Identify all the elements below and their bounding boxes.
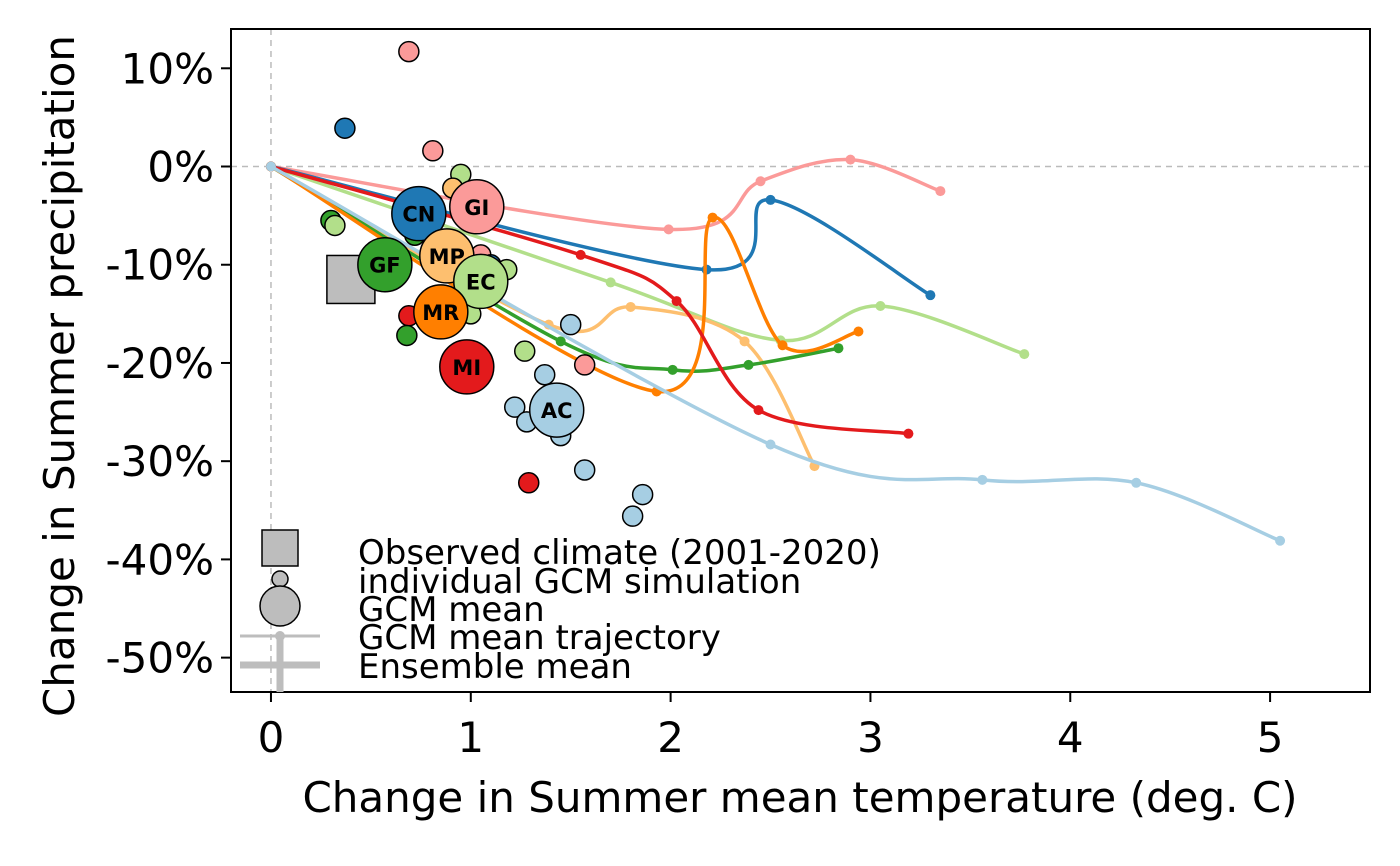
trajectory-point	[925, 290, 936, 301]
trajectory-point	[1275, 535, 1286, 546]
trajectory-point	[663, 224, 674, 235]
gcm-mean-label: EC	[466, 270, 496, 294]
legend-ensemble-label: Ensemble mean	[358, 647, 632, 687]
gcm-mean-label: CN	[402, 203, 435, 227]
simulation-point	[533, 363, 556, 386]
reference-lines	[231, 29, 1370, 692]
gcm-mean-cn	[391, 185, 447, 242]
simulation-point	[398, 40, 420, 63]
trajectory-line-mp	[270, 164, 817, 467]
simulation-point	[422, 140, 444, 162]
y-tick-label: -10%	[105, 241, 214, 290]
x-axis-title: Change in Summer mean temperature (deg. …	[302, 773, 1297, 822]
simulation-point	[513, 340, 536, 362]
trajectory-point	[853, 326, 864, 337]
trajectory-point	[667, 364, 678, 375]
trajectory-point	[625, 301, 636, 312]
x-tick-label: 2	[657, 713, 684, 762]
trajectory-point	[777, 340, 788, 351]
legend-trajectory-label: GCM mean trajectory	[358, 618, 721, 658]
trajectory-point	[977, 474, 988, 485]
trajectory-point	[833, 343, 844, 354]
trajectory-point	[1019, 349, 1030, 360]
gcm-mean-gf	[357, 236, 413, 293]
gcm-mean-ec	[453, 253, 509, 310]
x-tick-label: 4	[1057, 713, 1084, 762]
simulation-point	[573, 459, 596, 481]
trajectory-point	[605, 277, 616, 288]
trajectory-point	[755, 176, 766, 187]
y-tick-label: 10%	[121, 44, 214, 93]
legend-individual-symbol	[271, 570, 289, 588]
x-tick-label: 0	[258, 713, 285, 762]
y-axis-title: Change in Summer precipitation	[35, 35, 84, 717]
y-tick-label: -30%	[105, 437, 214, 486]
trajectory-point	[1131, 477, 1142, 488]
legend-observed-label: Observed climate (2001-2020)	[358, 533, 881, 573]
gcm-mean-gi	[449, 179, 505, 235]
trajectory-point	[707, 212, 718, 223]
gcm-mean-label: AC	[541, 399, 573, 423]
legend-gcm-mean-symbol	[259, 585, 301, 627]
simulation-point	[517, 472, 540, 494]
trajectory-point	[575, 249, 586, 260]
gcm-mean-mi	[439, 339, 495, 395]
trajectory-point	[739, 336, 750, 347]
simulation-point	[324, 214, 346, 237]
simulation-point	[396, 324, 418, 347]
trajectory-point	[265, 161, 276, 172]
trajectory-point	[671, 296, 682, 307]
trajectory-point	[753, 405, 764, 416]
legend: Observed climate (2001-2020) individual …	[240, 529, 881, 692]
y-tick-label: -50%	[105, 634, 214, 683]
simulation-point	[334, 117, 356, 139]
gcm-mean-label: GF	[369, 254, 401, 278]
trajectory-point	[903, 428, 914, 439]
legend-individual-label: individual GCM simulation	[358, 562, 801, 602]
trajectory-point	[875, 300, 886, 311]
gcm-mean-ac	[528, 382, 585, 438]
plot-frame	[230, 28, 1371, 693]
gcm-mean-label: MI	[452, 356, 481, 380]
simulation-point	[631, 483, 654, 506]
x-tick-label: 5	[1257, 713, 1284, 762]
x-tick-label: 3	[857, 713, 884, 762]
legend-gcm-mean-label: GCM mean	[358, 590, 545, 630]
y-tick-label: 0%	[147, 143, 214, 192]
simulation-point	[504, 396, 526, 418]
gcm-mean-label: GI	[464, 196, 489, 220]
gcm-mean-mr	[413, 284, 469, 340]
simulation-point	[573, 354, 596, 376]
trajectory-point	[935, 186, 946, 197]
simulation-point	[559, 313, 582, 336]
gcm-mean-label: MR	[422, 301, 459, 325]
axis-ticks: 0 1 2 3 4 5 10% 0% -10% -20% -30% -40% -50%	[105, 44, 1283, 762]
trajectory-point	[845, 154, 856, 165]
plot-background	[231, 29, 1370, 692]
simulation-point	[621, 505, 644, 527]
y-tick-label: -20%	[105, 339, 214, 388]
y-tick-label: -40%	[105, 535, 214, 584]
legend-observed-symbol	[261, 529, 299, 567]
x-tick-label: 1	[457, 713, 484, 762]
trajectory-point	[743, 359, 754, 370]
trajectory-point	[555, 336, 566, 347]
trajectory-point	[765, 439, 776, 450]
trajectory-point	[765, 194, 776, 205]
